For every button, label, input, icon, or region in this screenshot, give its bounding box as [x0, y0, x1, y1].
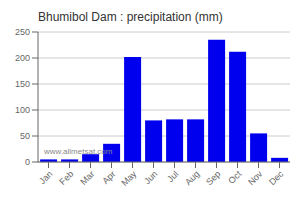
svg-text:100: 100 [15, 105, 30, 115]
svg-text:150: 150 [15, 79, 30, 89]
svg-text:Jul: Jul [165, 169, 180, 184]
svg-text:Dec: Dec [267, 169, 286, 188]
svg-text:50: 50 [20, 131, 30, 141]
html-text:Bhumibol Dam : precipitation (: Bhumibol Dam : precipitation (mm) [38, 10, 223, 24]
svg-text:Oct: Oct [226, 169, 243, 186]
svg-text:Sep: Sep [204, 169, 222, 187]
svg-text:0: 0 [25, 157, 30, 167]
html-text:www.allmetsat.com: www.allmetsat.com [44, 147, 113, 156]
svg-text:250: 250 [15, 27, 30, 37]
svg-text:Mar: Mar [78, 169, 96, 187]
svg-text:Nov: Nov [246, 169, 265, 188]
svg-text:Aug: Aug [183, 169, 201, 187]
svg-text:200: 200 [15, 53, 30, 63]
svg-text:Jun: Jun [142, 169, 159, 186]
svg-text:Feb: Feb [57, 169, 75, 187]
svg-text:May: May [119, 169, 138, 188]
svg-text:Jan: Jan [37, 169, 54, 186]
svg-text:Apr: Apr [100, 169, 117, 186]
